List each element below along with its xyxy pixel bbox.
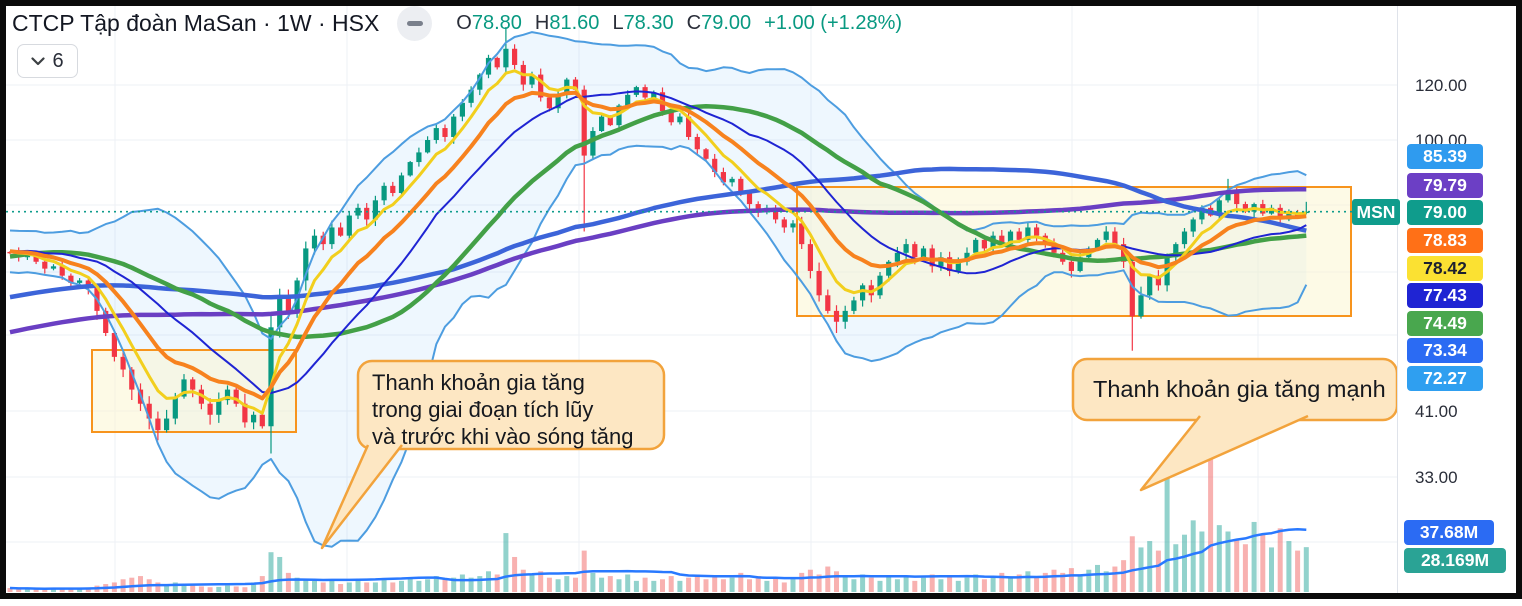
price-label-bollinger-basis: 77.43 xyxy=(1407,282,1483,308)
callout-tail xyxy=(1139,414,1309,492)
high-label: H xyxy=(534,12,550,34)
price-label-last-price: 79.00 xyxy=(1407,199,1483,225)
close-value: 79.00 xyxy=(701,12,752,34)
price-tick-label: 33.00 xyxy=(1415,468,1458,487)
price-label-bollinger-upper: 85.39 xyxy=(1407,143,1483,169)
price-label-ema-yellow: 78.42 xyxy=(1407,255,1483,281)
callout-text-line: trong giai đoạn tích lũy xyxy=(372,397,593,422)
indicator-lines xyxy=(9,31,1308,590)
price-label-ma-purple: 79.79 xyxy=(1407,172,1483,198)
callout-text-line: và trước khi vào sóng tăng xyxy=(372,424,634,449)
price-label-ma-blue: 73.34 xyxy=(1407,337,1483,363)
open-label: O xyxy=(456,12,472,34)
price-tick-label: 120.00 xyxy=(1415,76,1467,95)
change-value: +1.00 (+1.28%) xyxy=(764,12,903,34)
candlesticks xyxy=(7,27,1309,454)
symbol-price-tag: MSN xyxy=(1352,199,1400,225)
legend-collapse-button[interactable] xyxy=(397,6,433,41)
price-label-ma-green: 74.49 xyxy=(1407,310,1483,336)
callout-text-line: Thanh khoản gia tăng xyxy=(372,370,585,395)
indicators-count: 6 xyxy=(52,49,64,72)
open-value: 78.80 xyxy=(471,12,522,34)
chart-canvas[interactable]: Thanh khoản gia tăng trong giai đoạn tíc… xyxy=(0,0,1397,594)
callout-tail xyxy=(320,444,403,550)
bollinger-fill xyxy=(10,32,1307,547)
callout-box-accumulation[interactable] xyxy=(356,359,666,451)
price-tick-label: 41.00 xyxy=(1415,402,1458,421)
chevron-down-icon xyxy=(31,56,46,65)
price-label-ema-orange: 78.83 xyxy=(1407,227,1483,253)
symbol-title[interactable]: CTCP Tập đoàn MaSan · 1W · HSX xyxy=(12,10,380,36)
callout-text-line: Thanh khoản gia tăng mạnh xyxy=(1093,376,1386,402)
volume-bars xyxy=(7,450,1309,592)
low-value: 78.30 xyxy=(623,12,674,34)
minus-icon xyxy=(406,21,423,26)
chart-legend: CTCP Tập đoàn MaSan · 1W · HSX O78.80 H8… xyxy=(12,6,902,41)
volume-label: 28.169M xyxy=(1404,547,1506,573)
volume-ma-label: 37.68M xyxy=(1404,519,1494,545)
indicators-count-dropdown[interactable]: 6 xyxy=(17,44,78,78)
callout-annotations[interactable]: Thanh khoản gia tăng trong giai đoạn tíc… xyxy=(320,357,1397,550)
low-label: L xyxy=(612,12,624,34)
close-label: C xyxy=(686,12,702,34)
high-value: 81.60 xyxy=(549,12,600,34)
price-label-bollinger-lower: 72.27 xyxy=(1407,365,1483,391)
ohlc-readout: O78.80 H81.60 L78.30 C79.00 +1.00 (+1.28… xyxy=(456,12,902,35)
